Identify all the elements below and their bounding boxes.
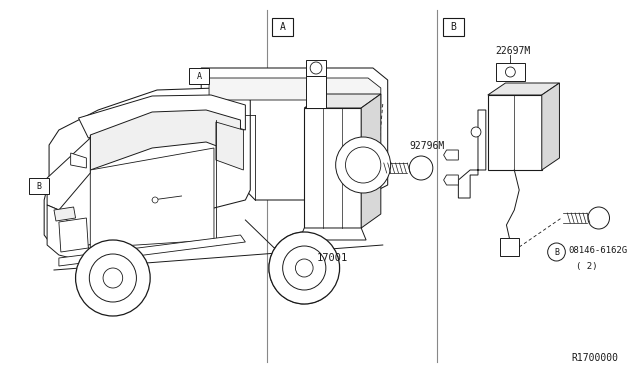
Text: ( 2): ( 2) bbox=[576, 262, 598, 270]
Polygon shape bbox=[542, 83, 559, 170]
Polygon shape bbox=[59, 235, 245, 266]
Polygon shape bbox=[54, 207, 76, 221]
Bar bbox=[189, 68, 209, 84]
Polygon shape bbox=[500, 238, 519, 256]
Polygon shape bbox=[495, 63, 525, 81]
Circle shape bbox=[588, 207, 609, 229]
Polygon shape bbox=[209, 78, 381, 108]
Text: B: B bbox=[451, 22, 456, 32]
Polygon shape bbox=[79, 95, 245, 138]
Polygon shape bbox=[47, 138, 90, 210]
Polygon shape bbox=[300, 228, 366, 240]
Circle shape bbox=[310, 62, 322, 74]
Polygon shape bbox=[444, 175, 458, 185]
Circle shape bbox=[296, 259, 313, 277]
Bar bbox=[272, 18, 294, 36]
Text: 08146-6162G: 08146-6162G bbox=[568, 246, 627, 254]
Bar bbox=[443, 18, 464, 36]
Circle shape bbox=[548, 243, 565, 261]
Circle shape bbox=[346, 147, 381, 183]
Polygon shape bbox=[444, 150, 458, 160]
Circle shape bbox=[269, 232, 340, 304]
Circle shape bbox=[506, 67, 515, 77]
Polygon shape bbox=[47, 205, 90, 262]
Circle shape bbox=[90, 254, 136, 302]
Polygon shape bbox=[361, 94, 381, 228]
Circle shape bbox=[152, 197, 158, 203]
Polygon shape bbox=[488, 83, 559, 95]
Polygon shape bbox=[216, 122, 243, 170]
Polygon shape bbox=[488, 95, 542, 170]
Text: B: B bbox=[36, 182, 42, 190]
Text: 92796M: 92796M bbox=[409, 141, 445, 151]
Text: 17001: 17001 bbox=[317, 253, 348, 263]
Circle shape bbox=[335, 137, 390, 193]
Text: A: A bbox=[196, 71, 202, 80]
Text: A: A bbox=[280, 22, 285, 32]
Polygon shape bbox=[306, 76, 326, 108]
Polygon shape bbox=[304, 94, 381, 108]
Text: B: B bbox=[554, 247, 559, 257]
Circle shape bbox=[409, 156, 433, 180]
Polygon shape bbox=[44, 88, 250, 248]
Circle shape bbox=[471, 127, 481, 137]
Polygon shape bbox=[90, 110, 241, 170]
Polygon shape bbox=[304, 108, 361, 228]
Circle shape bbox=[103, 268, 123, 288]
Polygon shape bbox=[306, 60, 326, 76]
Polygon shape bbox=[59, 218, 88, 252]
Polygon shape bbox=[70, 153, 86, 168]
Circle shape bbox=[76, 240, 150, 316]
Polygon shape bbox=[90, 148, 214, 248]
Bar bbox=[29, 178, 49, 194]
Text: 22697M: 22697M bbox=[495, 46, 531, 56]
Polygon shape bbox=[458, 110, 486, 198]
Circle shape bbox=[283, 246, 326, 290]
Polygon shape bbox=[201, 68, 388, 200]
Text: R1700000: R1700000 bbox=[572, 353, 618, 363]
